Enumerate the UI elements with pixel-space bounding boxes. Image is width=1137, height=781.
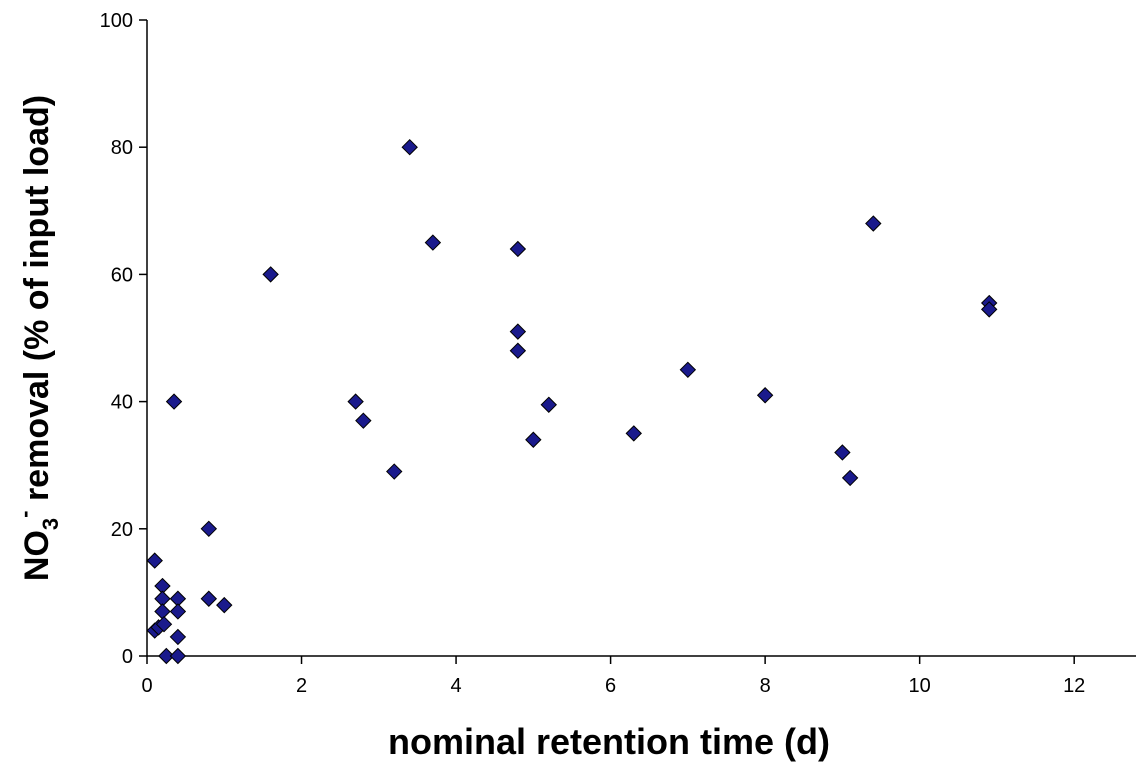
data-point xyxy=(424,234,442,251)
data-point xyxy=(347,393,364,410)
ticks: 0 20 40 60 80 100 0 2 4 6 8 10 12 xyxy=(100,10,1086,697)
y-axis-title: NO3- removal (% of input load) xyxy=(12,95,63,581)
x-tick-label: 10 xyxy=(909,675,931,697)
data-point xyxy=(154,603,171,620)
y-axis-title-subscript: 3 xyxy=(38,518,63,530)
data-point xyxy=(146,552,163,569)
x-axis-title: nominal retention time (d) xyxy=(388,721,830,762)
data-point xyxy=(841,469,859,487)
data-point xyxy=(158,647,175,665)
y-axis-title-suffix: removal (% of input load) xyxy=(18,95,56,511)
x-tick-label: 2 xyxy=(296,675,307,697)
x-tick-label: 4 xyxy=(451,675,462,697)
x-tick-label: 0 xyxy=(141,675,152,697)
data-point xyxy=(165,393,183,410)
y-tick-label: 60 xyxy=(111,264,133,286)
data-point xyxy=(216,596,233,614)
y-tick-label: 40 xyxy=(111,392,133,414)
data-point xyxy=(525,431,542,448)
data-point xyxy=(509,240,527,258)
y-tick-label: 0 xyxy=(122,646,133,668)
data-point xyxy=(200,590,218,607)
data-point xyxy=(865,215,882,232)
data-point xyxy=(401,138,418,156)
y-tick-label: 80 xyxy=(111,137,133,159)
y-tick-label: 20 xyxy=(111,519,133,541)
data-point xyxy=(169,628,187,646)
y-axis-title-superscript: - xyxy=(12,511,37,518)
data-point xyxy=(200,520,218,538)
data-point xyxy=(679,361,697,379)
x-tick-label: 6 xyxy=(605,675,616,697)
data-point xyxy=(262,266,279,283)
data-point xyxy=(355,412,372,429)
y-axis-title-prefix: NO xyxy=(18,530,56,581)
data-point xyxy=(834,444,851,461)
data-point xyxy=(509,323,527,340)
data-point xyxy=(509,342,527,359)
axes xyxy=(146,20,1136,657)
data-point xyxy=(155,615,173,633)
data-point xyxy=(386,463,403,480)
data-point xyxy=(980,301,998,318)
x-tick-label: 12 xyxy=(1063,675,1085,697)
data-point xyxy=(540,396,557,413)
data-point xyxy=(756,387,774,404)
y-tick-label: 100 xyxy=(100,10,133,32)
data-point xyxy=(625,425,642,442)
data-point xyxy=(169,647,187,665)
data-points xyxy=(146,138,998,665)
x-tick-label: 8 xyxy=(760,675,771,697)
data-point xyxy=(169,603,187,620)
